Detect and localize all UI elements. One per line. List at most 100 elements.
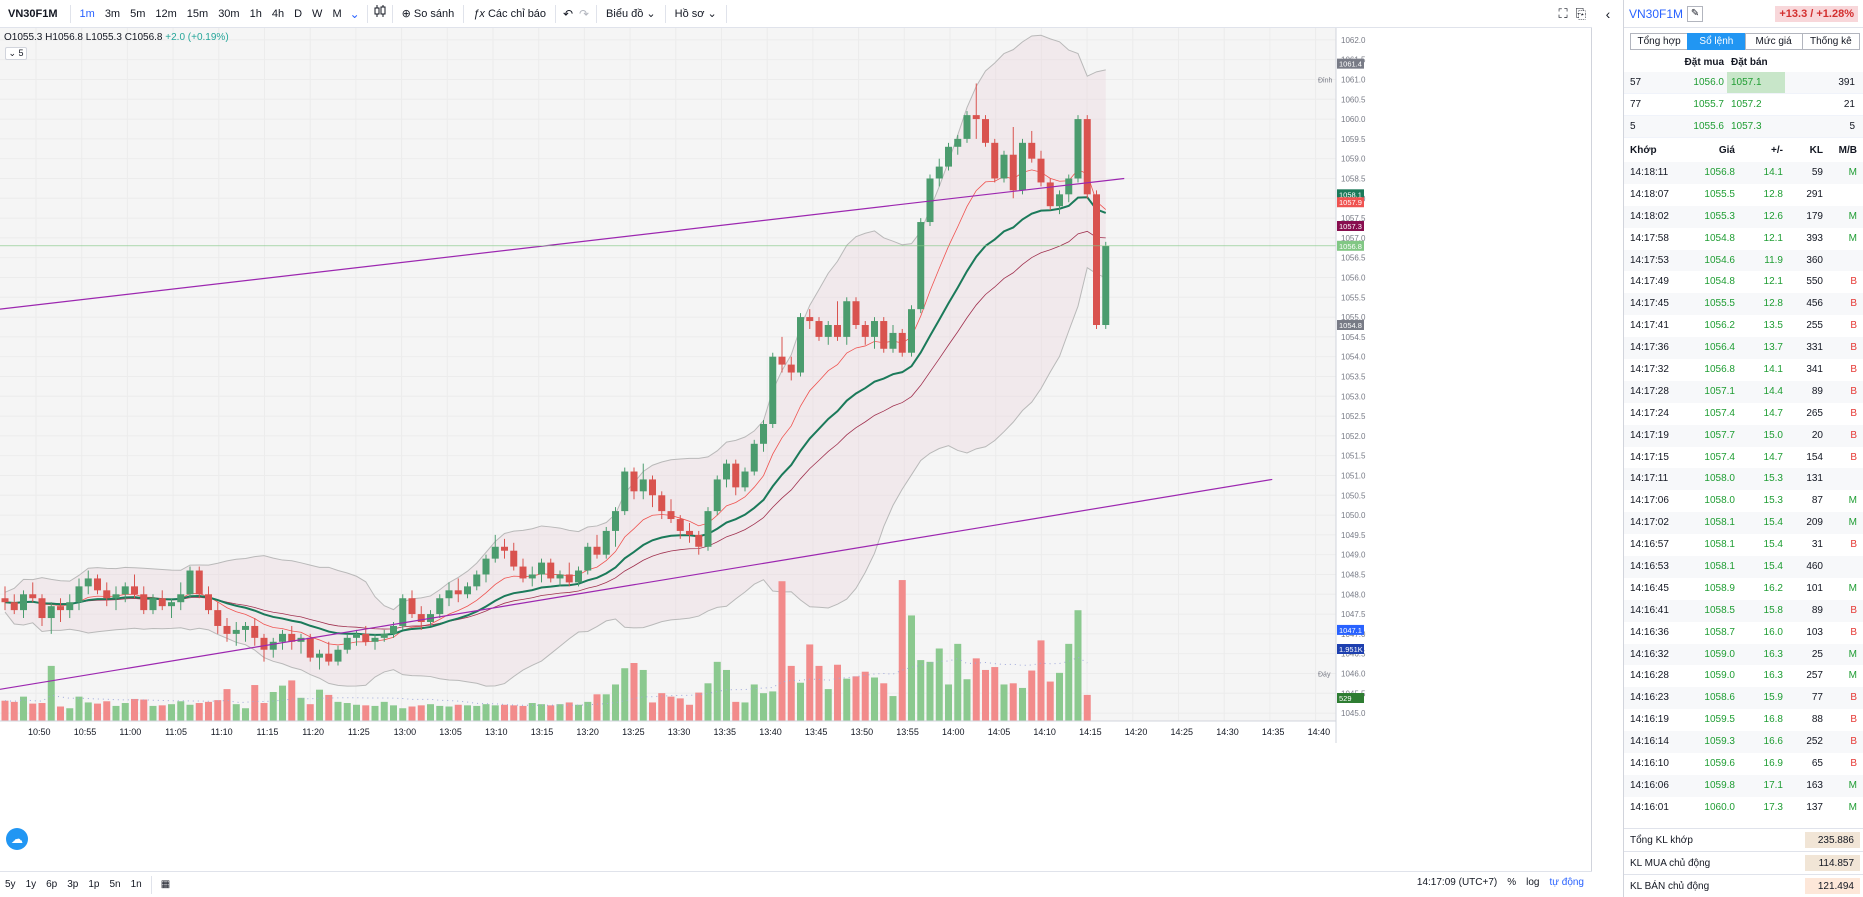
- tab-summary[interactable]: Tổng hợp: [1630, 33, 1689, 50]
- time-tick-label: 10:50: [28, 727, 51, 737]
- screenshot-icon[interactable]: ⎘: [1575, 6, 1586, 21]
- volume-bar: [686, 704, 693, 721]
- trade-time: 14:16:10: [1630, 758, 1669, 770]
- percent-scale-toggle[interactable]: %: [1507, 877, 1517, 888]
- trade-row: 14:18:07 1055.5 12.8 291: [1624, 184, 1863, 206]
- range-1p[interactable]: 1p: [88, 879, 100, 890]
- candle-body: [251, 625, 259, 638]
- volume-bar: [38, 703, 46, 721]
- chevron-left-icon[interactable]: ‹: [1605, 6, 1611, 22]
- volume-bar: [797, 682, 804, 721]
- candle-body: [1019, 142, 1026, 191]
- price-tick-label: 1057.5: [1341, 214, 1366, 223]
- price-chart[interactable]: 1062.01061.51061.01060.51060.01059.51059…: [0, 28, 1592, 871]
- price-tick-label: 1047.5: [1341, 610, 1366, 619]
- panel-splitter[interactable]: ‹: [1595, 0, 1621, 897]
- time-tick-label: 11:00: [119, 727, 141, 737]
- range-1n[interactable]: 1n: [130, 879, 142, 890]
- interval-w[interactable]: W: [312, 7, 323, 20]
- trade-change: 15.4: [1763, 517, 1783, 529]
- indicator-collapse-button[interactable]: ⌄ 5: [5, 47, 27, 60]
- interval-dropdown-icon[interactable]: ⌄: [349, 6, 360, 21]
- volume-bar: [260, 703, 268, 721]
- interval-1m[interactable]: 1m: [79, 7, 95, 20]
- fullscreen-icon[interactable]: ⛶: [1558, 6, 1568, 21]
- trade-price: 1058.7: [1704, 626, 1735, 638]
- book-row[interactable]: 77 1055.7 1057.2 21: [1624, 94, 1863, 116]
- ohlc-legend: O1055.3 H1056.8 L1055.3 C1056.8 +2.0 (+0…: [4, 32, 229, 43]
- candle-body: [704, 511, 712, 547]
- auto-scale-toggle[interactable]: tự động: [1549, 877, 1585, 888]
- candle-body: [630, 471, 638, 492]
- volume-bar: [29, 703, 37, 721]
- trades-list[interactable]: 14:18:11 1056.8 14.1 59 M 14:18:07 1055.5 12.8 2…: [1624, 162, 1863, 818]
- indicators-button[interactable]: ƒx Các chỉ báo: [468, 3, 551, 25]
- interval-12m[interactable]: 12m: [155, 7, 177, 20]
- volume-bar: [427, 704, 434, 721]
- volume-bar: [371, 705, 379, 721]
- trade-volume: 331: [1806, 342, 1823, 354]
- candle-body: [269, 641, 277, 650]
- profile-button[interactable]: Hồ sơ ⌄: [670, 3, 722, 25]
- range-5y[interactable]: 5y: [5, 879, 16, 890]
- interval-d[interactable]: D: [294, 7, 303, 20]
- tab-statistics[interactable]: Thống kê: [1801, 33, 1860, 50]
- time-tick-label: 13:25: [622, 727, 645, 737]
- volume-bar: [834, 664, 841, 721]
- candle-body: [824, 325, 832, 337]
- range-5n[interactable]: 5n: [109, 879, 121, 890]
- price-tick-label: 1056.0: [1341, 273, 1366, 282]
- panel-symbol[interactable]: VN30F1M: [1629, 6, 1684, 21]
- candle-body: [843, 301, 851, 337]
- volume-bar: [769, 691, 777, 721]
- range-1y[interactable]: 1y: [25, 879, 37, 890]
- price-tick-label: 1046.0: [1341, 669, 1366, 678]
- trade-row: 14:17:53 1054.6 11.9 360: [1624, 249, 1863, 272]
- candle-body: [667, 511, 675, 520]
- interval-1h[interactable]: 1h: [249, 7, 262, 20]
- candle-body: [242, 625, 249, 630]
- interval-5m[interactable]: 5m: [130, 7, 146, 20]
- candle-body: [29, 594, 37, 599]
- time-tick-label: 13:30: [668, 727, 691, 737]
- edit-icon[interactable]: ✎: [1687, 5, 1704, 22]
- chart-type-button[interactable]: Biểu đồ ⌄: [601, 3, 661, 25]
- candle-style-icon[interactable]: [372, 3, 388, 25]
- interval-15m[interactable]: 15m: [186, 7, 209, 20]
- interval-30m[interactable]: 30m: [218, 7, 240, 20]
- summary-buy-value: 114.857: [1805, 855, 1860, 871]
- redo-icon[interactable]: ↷: [579, 6, 590, 21]
- range-6p[interactable]: 6p: [46, 879, 58, 890]
- interval-4h[interactable]: 4h: [271, 7, 285, 20]
- trade-change: 15.8: [1763, 604, 1783, 616]
- trade-volume: 89: [1811, 604, 1823, 616]
- trade-volume: 456: [1806, 298, 1823, 310]
- time-tick-label: 14:30: [1216, 727, 1239, 737]
- undo-icon[interactable]: ↶: [563, 6, 574, 21]
- volume-bar: [103, 701, 111, 721]
- interval-3m[interactable]: 3m: [104, 7, 121, 20]
- tab-price-levels[interactable]: Mức giá: [1744, 33, 1803, 50]
- volume-bar: [880, 683, 888, 721]
- trade-side: M: [1848, 517, 1857, 529]
- book-row[interactable]: 5 1055.6 1057.3 5: [1624, 116, 1863, 138]
- interval-m[interactable]: M: [332, 7, 342, 20]
- book-row[interactable]: 57 1056.0 1057.1 391: [1624, 72, 1863, 94]
- tab-order-book[interactable]: Sổ lệnh: [1687, 33, 1746, 50]
- symbol-selector[interactable]: VN30F1M: [8, 7, 58, 20]
- trade-row: 14:16:28 1059.0 16.3 257 M: [1624, 665, 1863, 687]
- compare-button[interactable]: ⊕ So sánh: [397, 3, 460, 25]
- trade-row: 14:17:36 1056.4 13.7 331 B: [1624, 337, 1863, 360]
- time-tick-label: 13:00: [394, 727, 417, 737]
- volume-bar: [658, 693, 666, 721]
- cloud-logo-icon[interactable]: ☁: [6, 828, 28, 850]
- chart-toolbar: VN30F1M 1m 3m 5m 12m 15m 30m 1h 4h D W M…: [0, 0, 1592, 28]
- book-ask-volume: 5: [1849, 121, 1855, 132]
- volume-bar: [1009, 683, 1017, 721]
- log-scale-toggle[interactable]: log: [1526, 877, 1540, 888]
- calendar-icon[interactable]: ▦: [160, 879, 171, 890]
- volume-bar: [464, 705, 471, 721]
- trade-side: [1823, 250, 1863, 272]
- range-3p[interactable]: 3p: [67, 879, 79, 890]
- candle-body: [353, 633, 360, 638]
